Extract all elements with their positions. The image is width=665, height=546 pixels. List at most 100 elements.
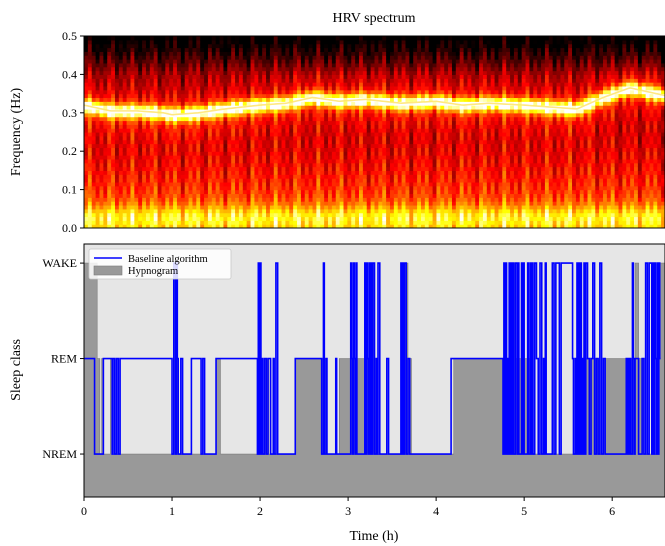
spectrogram-cell	[374, 178, 379, 183]
spectrogram-cell	[269, 112, 275, 118]
spectrogram-cell	[204, 55, 209, 60]
spectrogram-cell	[312, 189, 317, 195]
spectrogram-cell	[161, 208, 166, 214]
spectrogram-cell	[211, 101, 217, 106]
spectrogram-cell	[173, 36, 178, 41]
spectrogram-cell	[378, 116, 383, 122]
spectrogram-cell	[219, 208, 225, 214]
spectrogram-cell	[176, 189, 182, 195]
spectrogram-cell	[401, 212, 407, 218]
spectrogram-cell	[300, 162, 306, 168]
spectrogram-cell	[122, 224, 128, 228]
spectrogram-cell	[432, 166, 438, 171]
spectrogram-cell	[374, 120, 379, 125]
spectrogram-cell	[254, 189, 259, 195]
spectrogram-cell	[451, 105, 457, 110]
spectrogram-cell	[451, 170, 457, 175]
spectrogram-cell	[440, 78, 445, 83]
spectrogram-cell	[386, 36, 391, 41]
spectrogram-cell	[200, 74, 205, 79]
spectrogram-cell	[324, 132, 329, 137]
spectrogram-cell	[281, 51, 287, 56]
spectrogram-cell	[281, 85, 287, 91]
spectrogram-cell	[335, 189, 341, 195]
spectrogram-cell	[211, 132, 217, 137]
spectrogram-cell	[316, 97, 321, 102]
spectrogram-cell	[312, 93, 317, 99]
spectrogram-cell	[413, 70, 418, 75]
spectrogram-cell	[145, 47, 151, 52]
spectrogram-cell	[211, 55, 217, 60]
spectrogram-cell	[351, 208, 356, 214]
spectrogram-cell	[362, 66, 368, 72]
spectrogram-cell	[378, 193, 383, 198]
spectrogram-cell	[389, 93, 395, 99]
spectrogram-cell	[451, 158, 457, 164]
spectrogram-cell	[157, 112, 163, 118]
spectrogram-cell	[149, 143, 155, 148]
spectrogram-cell	[165, 204, 170, 210]
spectrogram-cell	[84, 74, 89, 79]
spectrogram-cell	[238, 62, 244, 68]
spectrogram-cell	[130, 74, 135, 79]
spectrogram-cell	[207, 132, 213, 137]
spectrogram-cell	[428, 155, 434, 160]
spectrogram-cell	[451, 204, 457, 210]
spectrogram-cell	[130, 197, 135, 202]
spectrogram-cell	[184, 120, 190, 125]
spectrogram-cell	[145, 59, 151, 64]
spectrogram-cell	[277, 36, 283, 41]
spectrogram-cell	[169, 39, 174, 45]
spectrogram-cell	[331, 62, 337, 68]
spectrogram-cell	[366, 174, 372, 179]
spectrogram-cell	[176, 139, 182, 145]
spectrogram-cell	[250, 89, 256, 95]
spectrogram-cell	[142, 201, 147, 206]
spectrogram-cell	[448, 220, 453, 225]
spectrogram-cell	[99, 189, 104, 195]
spectrogram-cell	[242, 108, 248, 114]
spectrogram-cell	[343, 70, 348, 75]
spectrogram-cell	[378, 212, 383, 218]
spectrogram-cell	[161, 82, 166, 87]
spectrogram-cell	[114, 97, 120, 102]
spectrogram-cell	[161, 143, 166, 148]
spectrogram-cell	[173, 78, 178, 83]
spectrogram-cell	[293, 220, 298, 225]
spectrogram-cell	[149, 101, 155, 106]
spectrogram-cell	[153, 59, 159, 64]
spectrogram-cell	[273, 204, 279, 210]
spectrogram-cell	[393, 62, 399, 68]
spectrogram-cell	[393, 128, 399, 133]
spectrogram-cell	[87, 216, 93, 221]
spectrogram-cell	[161, 101, 166, 106]
spectrogram-cell	[362, 120, 368, 125]
spectrogram-cell	[331, 66, 337, 72]
spectrogram-cell	[227, 135, 232, 141]
spectrogram-cell	[370, 124, 376, 129]
spectrogram-cell	[138, 197, 143, 202]
spectrogram-cell	[196, 178, 201, 183]
spectrogram-cell	[231, 97, 236, 102]
spectrogram-cell	[304, 85, 310, 91]
spectrogram-cell	[331, 216, 337, 221]
spectrogram-cell	[331, 55, 337, 60]
spectrogram-cell	[84, 170, 89, 175]
spectrogram-cell	[99, 78, 104, 83]
spectrogram-cell	[246, 201, 252, 206]
spectrogram-cell	[165, 216, 170, 221]
spectrogram-cell	[149, 97, 155, 102]
spectrogram-cell	[347, 166, 352, 171]
spectrogram-cell	[320, 36, 325, 41]
spectrogram-cell	[463, 185, 469, 191]
spectrogram-cell	[382, 139, 387, 145]
spectrogram-cell	[188, 178, 194, 183]
spectrogram-cell	[328, 197, 333, 202]
spectrogram-cell	[95, 85, 101, 91]
spectrogram-cell	[149, 120, 155, 125]
spectrogram-cell	[362, 158, 368, 164]
spectrogram-cell	[145, 189, 151, 195]
spectrogram-cell	[339, 51, 345, 56]
spectrogram-cell	[103, 139, 108, 145]
spectrogram-cell	[161, 47, 166, 52]
